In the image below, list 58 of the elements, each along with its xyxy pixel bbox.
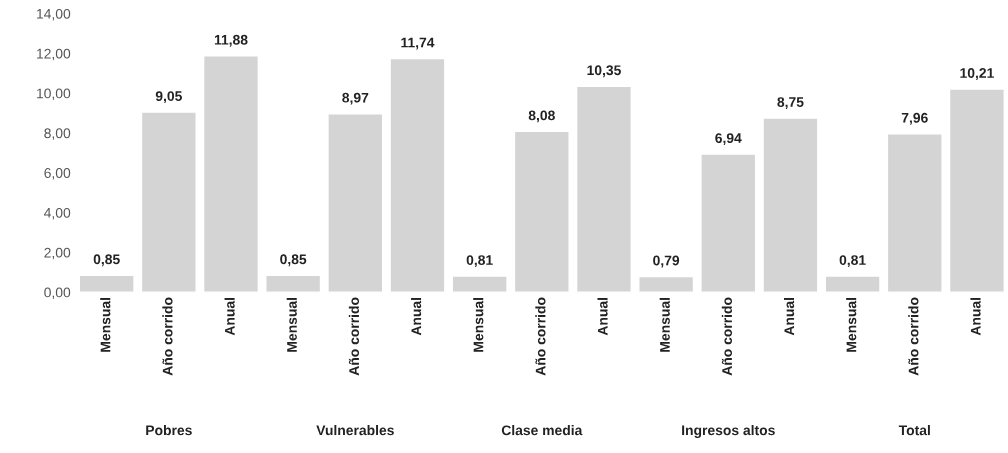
y-tick-label: 6,00: [44, 168, 71, 180]
data-label: 9,05: [155, 91, 182, 104]
bar: [886, 133, 943, 293]
x-tick-label: Anual: [597, 298, 608, 336]
text: Vulnerables: [316, 425, 394, 436]
data-label: 0,79: [653, 255, 680, 268]
bar: [140, 111, 197, 293]
data-label: 0,81: [839, 255, 866, 267]
bar: [575, 85, 633, 293]
bar: [389, 57, 446, 293]
bar: [451, 275, 508, 293]
data-label: 10,35: [587, 65, 621, 78]
x-tick-label: Mensual: [473, 298, 484, 352]
data-label: 0,81: [466, 255, 493, 267]
data-label: 11,74: [401, 37, 435, 50]
y-tick-label: 10,00: [37, 88, 71, 100]
y-tick-label: 4,00: [44, 207, 71, 220]
x-tick-label: Mensual: [100, 298, 111, 352]
bar: [762, 117, 819, 293]
text: Total: [898, 425, 930, 436]
bar: [265, 274, 322, 293]
x-tick-label: Año corrido: [908, 297, 919, 376]
data-label: 0,85: [280, 254, 307, 267]
bar: [824, 275, 881, 293]
y-tick-label: 12,00: [37, 48, 71, 61]
x-tick-label: Anual: [411, 298, 422, 336]
x-tick-label: Mensual: [846, 298, 857, 352]
bar: [638, 275, 695, 293]
bar: [78, 274, 135, 293]
data-label: 0,85: [93, 254, 120, 267]
data-label: 6,94: [715, 133, 742, 146]
x-tick-label: Año corrido: [348, 297, 360, 376]
text: Ingresos altos: [682, 424, 775, 438]
y-tick-label: 0,00: [44, 287, 71, 299]
x-tick-label: Año corrido: [162, 297, 173, 376]
y-tick-label: 2,00: [44, 247, 71, 260]
y-tick-label: 8,00: [44, 128, 71, 140]
bar: [948, 88, 1005, 293]
bar: [513, 130, 570, 293]
y-tick-label: 14,00: [37, 8, 71, 21]
text: Clase media: [501, 425, 583, 436]
x-tick-label: Anual: [783, 298, 795, 336]
data-label: 8,08: [528, 110, 555, 123]
bar: [202, 55, 260, 293]
x-tick-label: Año corrido: [721, 297, 733, 376]
x-tick-label: Mensual: [659, 298, 670, 352]
data-label: 8,75: [777, 97, 804, 109]
x-tick-label: Mensual: [286, 298, 297, 352]
x-tick-label: Año corrido: [535, 297, 546, 376]
data-label: 11,88: [214, 34, 248, 47]
x-tick-label: Anual: [970, 298, 981, 336]
text: Pobres: [146, 425, 192, 436]
x-tick-label: Anual: [224, 298, 235, 336]
data-label: 8,97: [342, 92, 369, 105]
data-label: 10,21: [960, 68, 994, 80]
data-label: 7,96: [901, 112, 928, 125]
bar: [700, 153, 757, 293]
bar: [327, 112, 384, 293]
